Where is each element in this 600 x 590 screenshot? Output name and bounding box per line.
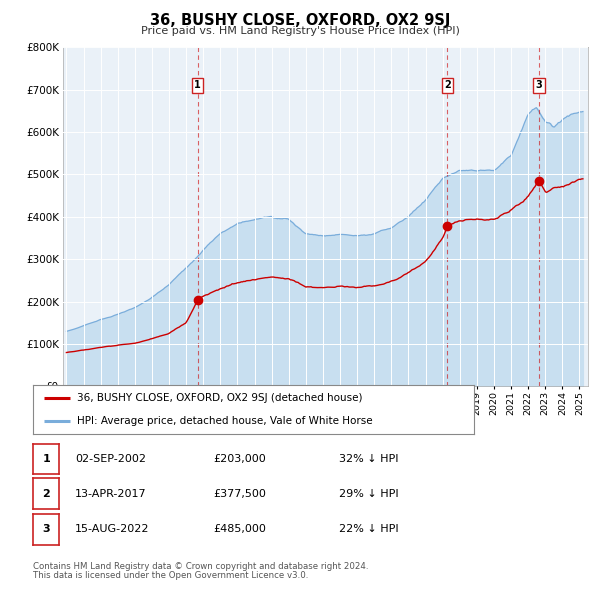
Text: HPI: Average price, detached house, Vale of White Horse: HPI: Average price, detached house, Vale…	[77, 415, 373, 425]
Text: This data is licensed under the Open Government Licence v3.0.: This data is licensed under the Open Gov…	[33, 571, 308, 580]
Text: 1: 1	[194, 80, 201, 90]
Text: £377,500: £377,500	[213, 489, 266, 499]
Text: 2: 2	[444, 80, 451, 90]
Text: £485,000: £485,000	[213, 525, 266, 534]
Text: 1: 1	[43, 454, 50, 464]
Text: Price paid vs. HM Land Registry's House Price Index (HPI): Price paid vs. HM Land Registry's House …	[140, 26, 460, 35]
Text: 3: 3	[43, 525, 50, 534]
Text: £203,000: £203,000	[213, 454, 266, 464]
Text: 22% ↓ HPI: 22% ↓ HPI	[339, 525, 398, 534]
Text: 15-AUG-2022: 15-AUG-2022	[75, 525, 149, 534]
Text: 29% ↓ HPI: 29% ↓ HPI	[339, 489, 398, 499]
Text: Contains HM Land Registry data © Crown copyright and database right 2024.: Contains HM Land Registry data © Crown c…	[33, 562, 368, 571]
Text: 2: 2	[43, 489, 50, 499]
Text: 36, BUSHY CLOSE, OXFORD, OX2 9SJ (detached house): 36, BUSHY CLOSE, OXFORD, OX2 9SJ (detach…	[77, 394, 362, 404]
Text: 36, BUSHY CLOSE, OXFORD, OX2 9SJ: 36, BUSHY CLOSE, OXFORD, OX2 9SJ	[150, 12, 450, 28]
Text: 13-APR-2017: 13-APR-2017	[75, 489, 146, 499]
Text: 02-SEP-2002: 02-SEP-2002	[75, 454, 146, 464]
Text: 3: 3	[535, 80, 542, 90]
Text: 32% ↓ HPI: 32% ↓ HPI	[339, 454, 398, 464]
